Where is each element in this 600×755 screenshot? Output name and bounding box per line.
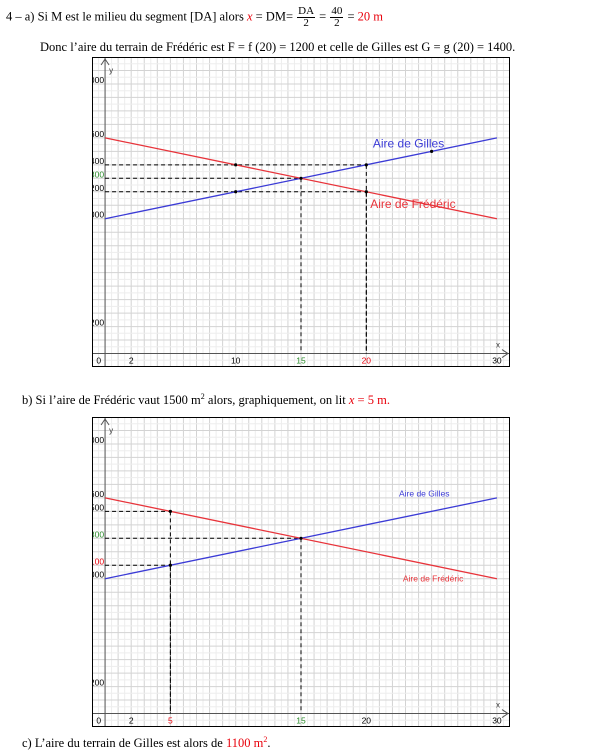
x-tick-label: 0 [96, 356, 101, 366]
linec-prefix: c) L’aire du terrain de Gilles est alors… [22, 736, 226, 751]
y-axis-arrow [100, 418, 110, 426]
line1-x: x [246, 9, 253, 24]
x-tick-label: 10 [231, 356, 241, 366]
y-tick-label: 1600 [92, 129, 104, 139]
question-4a-conclusion: Donc l’aire du terrain de Frédéric est F… [40, 40, 516, 54]
annotation-frederic: Aire de Frédéric [370, 197, 455, 211]
x-tick-label: 20 [362, 716, 372, 726]
line1-eq: = DM= [252, 9, 297, 24]
line1-prefix: 4 – a) Si M est le milieu du segment [DA… [6, 9, 247, 24]
x-tick-label: 2 [129, 356, 134, 366]
y-tick-label: 1300 [92, 529, 104, 539]
annotation-gilles: Aire de Gilles [373, 136, 444, 150]
y-tick-label: 1300 [92, 169, 104, 179]
frac1-den: 2 [303, 17, 309, 29]
grid [92, 417, 510, 727]
y-axis-arrow [100, 58, 110, 66]
x-tick-label: 2 [129, 716, 134, 726]
data-point [234, 190, 238, 194]
y-axis-label: y [109, 426, 113, 435]
lineb-sup: 2 [200, 392, 205, 401]
lineb-mid: alors, graphiquement, on lit [204, 393, 349, 408]
line1-result: 20 m [357, 9, 383, 24]
y-tick-label: 200 [92, 318, 104, 328]
lineb-prefix: b) Si l’aire de Frédéric vaut 1500 m [22, 393, 201, 408]
y-tick-label: 1600 [92, 489, 104, 499]
data-point [234, 163, 238, 167]
frac2-den: 2 [334, 17, 340, 29]
x-axis-label: x [496, 341, 500, 350]
question-4c-line: c) L’aire du terrain de Gilles est alors… [22, 735, 271, 751]
data-point [168, 563, 172, 567]
x-tick-label: 0 [96, 716, 101, 726]
x-tick-label: 30 [492, 356, 502, 366]
lineb-result: = 5 m. [354, 393, 390, 408]
x-axis-arrow [501, 349, 509, 358]
lineb-x: x [348, 393, 355, 408]
eq2: = [316, 9, 330, 24]
fraction-da-2: DA 2 [297, 5, 316, 29]
x-tick-label: 15 [296, 716, 306, 726]
x-tick-label: 5 [168, 716, 173, 726]
annotation-frederic: Aire de Frédéric [403, 573, 464, 583]
chart-top: xy2000160014001300120010002000210152030A… [92, 57, 510, 367]
y-axis-label: y [109, 66, 113, 75]
linec-result: 1100 m [225, 736, 264, 751]
x-axis-arrow [501, 709, 509, 718]
x-tick-label: 20 [362, 356, 372, 366]
question-4a-line: 4 – a) Si M est le milieu du segment [DA… [6, 6, 383, 29]
y-tick-label: 200 [92, 678, 104, 688]
frac2-num: 40 [330, 5, 344, 18]
y-tick-label: 1500 [92, 502, 104, 512]
eq3: = [344, 9, 358, 24]
data-point [168, 509, 172, 513]
linec-suffix: . [267, 736, 271, 751]
fraction-40-2: 40 2 [330, 5, 344, 29]
data-point [364, 190, 368, 194]
y-tick-label: 1400 [92, 156, 104, 166]
x-tick-label: 15 [296, 356, 306, 366]
data-point [430, 149, 434, 153]
y-tick-label: 1200 [92, 183, 104, 193]
x-tick-label: 30 [492, 716, 502, 726]
data-point [299, 176, 303, 180]
linec-sup: 2 [263, 735, 268, 744]
question-4b-line: b) Si l’aire de Frédéric vaut 1500 m2 al… [22, 392, 390, 408]
x-axis-label: x [496, 701, 500, 710]
chart-bottom: xy200016001500130011001000200025152030Ai… [92, 417, 510, 727]
y-tick-label: 1100 [92, 556, 104, 566]
plot-border [92, 57, 510, 367]
plot-border [92, 417, 510, 727]
data-point [299, 536, 303, 540]
annotation-gilles: Aire de Gilles [399, 489, 450, 499]
data-point [364, 163, 368, 167]
frac1-num: DA [297, 5, 316, 18]
